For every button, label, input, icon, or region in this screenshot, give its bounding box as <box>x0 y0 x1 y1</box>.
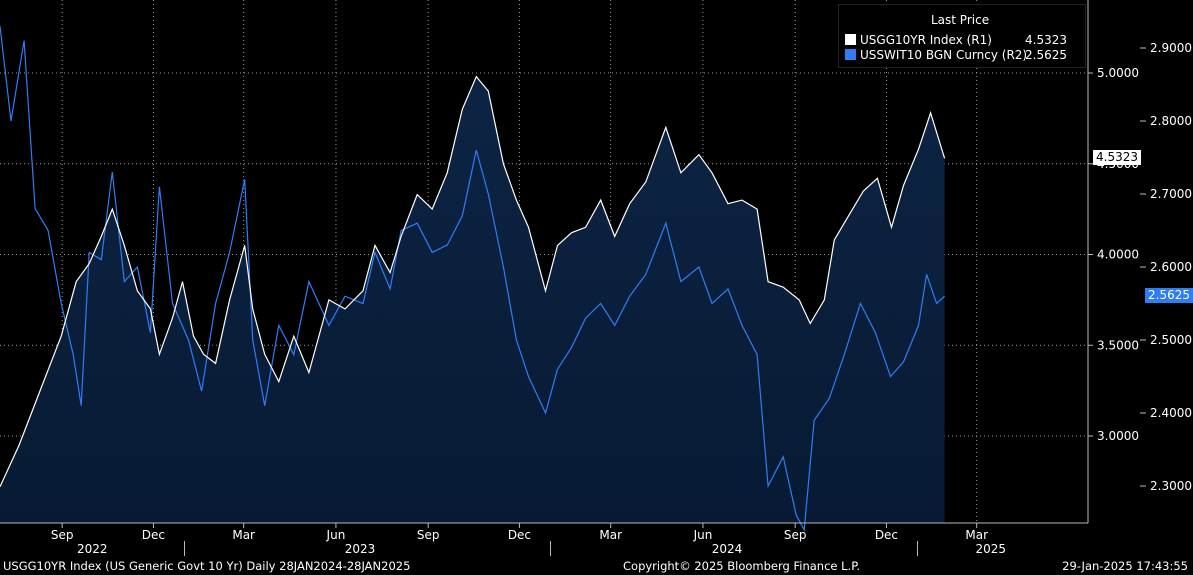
y2-tick-label: 2.3000 <box>1150 479 1192 493</box>
y2-tick-label: 2.6000 <box>1150 260 1192 274</box>
x-tick-label: Sep <box>51 528 74 542</box>
y1-tick-label: 4.0000 <box>1097 248 1139 262</box>
x-tick-label: Mar <box>965 528 988 542</box>
x-year-label: 2023 <box>345 542 376 556</box>
footer-security: USGG10YR Index (US Generic Govt 10 Yr) D… <box>3 559 411 573</box>
y1-tick-label: 3.5000 <box>1097 338 1139 352</box>
x-tick-label: Mar <box>599 528 622 542</box>
x-tick-label: Sep <box>417 528 440 542</box>
legend-label-r1: USGG10YR Index (R1) <box>860 33 992 47</box>
y2-tick-label: 2.9000 <box>1150 41 1192 55</box>
x-tick-label: Dec <box>142 528 165 542</box>
y2-tick-label: 2.7000 <box>1150 187 1192 201</box>
y1-tick-label: 3.0000 <box>1097 429 1139 443</box>
series-r1-line <box>0 75 946 488</box>
y2-tick-label: 2.5000 <box>1150 333 1192 347</box>
legend-value-r2: 2.5625 <box>1025 48 1067 62</box>
x-tick-label: Dec <box>508 528 531 542</box>
x-axis-ticks: Sep Dec Mar Jun Sep Dec Mar Jun Sep Dec Mar 2022 202… <box>51 523 1006 556</box>
last-price-tag-r2: 2.5625 <box>1145 288 1193 304</box>
footer-copyright: Copyright© 2025 Bloomberg Finance L.P. <box>623 559 860 573</box>
legend-label-r2: USSWIT10 BGN Curncy (R2) <box>860 48 1028 62</box>
legend-item-r2: USSWIT10 BGN Curncy (R2) <box>845 48 1027 63</box>
footer-timestamp: 29-Jan-2025 17:43:55 <box>1062 559 1188 573</box>
legend-swatch-r1 <box>845 34 856 45</box>
legend-value-r1: 4.5323 <box>1025 33 1067 47</box>
y1-tick-label: 5.0000 <box>1097 66 1139 80</box>
legend-swatch-r2 <box>845 49 856 60</box>
x-year-label: 2024 <box>712 542 743 556</box>
x-year-label: 2025 <box>975 542 1006 556</box>
y-axis-ticks: 5.00004.50004.00003.50003.00002.90002.80… <box>1088 41 1192 493</box>
x-tick-label: Dec <box>875 528 898 542</box>
series-r2-line <box>0 26 946 532</box>
x-year-label: 2022 <box>77 542 108 556</box>
x-tick-label: Sep <box>784 528 807 542</box>
last-price-tag-r1: 4.5323 <box>1093 150 1141 166</box>
y2-tick-label: 2.8000 <box>1150 114 1192 128</box>
legend-item-r1: USGG10YR Index (R1) <box>845 33 992 48</box>
y2-tick-label: 2.4000 <box>1150 406 1192 420</box>
x-tick-label: Jun <box>326 528 346 542</box>
legend-header: Last Price <box>931 13 990 27</box>
x-tick-label: Jun <box>693 528 713 542</box>
series-r1-area <box>0 76 945 523</box>
x-tick-label: Mar <box>232 528 255 542</box>
legend: Last Price USGG10YR Index (R1) 4.5323 US… <box>838 4 1086 68</box>
